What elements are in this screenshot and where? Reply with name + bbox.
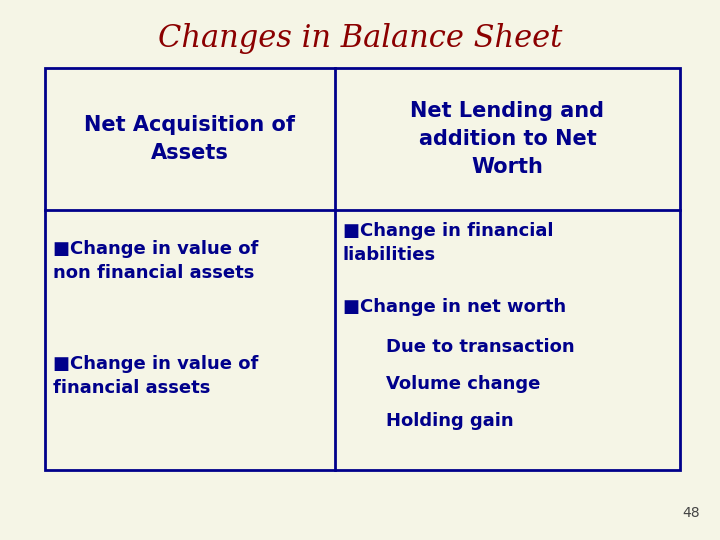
Text: 48: 48 (683, 506, 700, 520)
Text: Changes in Balance Sheet: Changes in Balance Sheet (158, 23, 562, 53)
Text: ■Change in value of
non financial assets: ■Change in value of non financial assets (53, 240, 258, 281)
Bar (45, 68, 680, 470)
Text: Due to transaction: Due to transaction (361, 338, 575, 356)
Text: Holding gain: Holding gain (361, 412, 513, 430)
Text: ■Change in value of
financial assets: ■Change in value of financial assets (53, 355, 258, 396)
Text: ■Change in net worth: ■Change in net worth (343, 298, 566, 316)
Text: ■Change in financial
liabilities: ■Change in financial liabilities (343, 222, 554, 264)
Text: Net Acquisition of
Assets: Net Acquisition of Assets (84, 115, 295, 163)
Text: Volume change: Volume change (361, 375, 541, 393)
Text: Net Lending and
addition to Net
Worth: Net Lending and addition to Net Worth (410, 101, 605, 177)
